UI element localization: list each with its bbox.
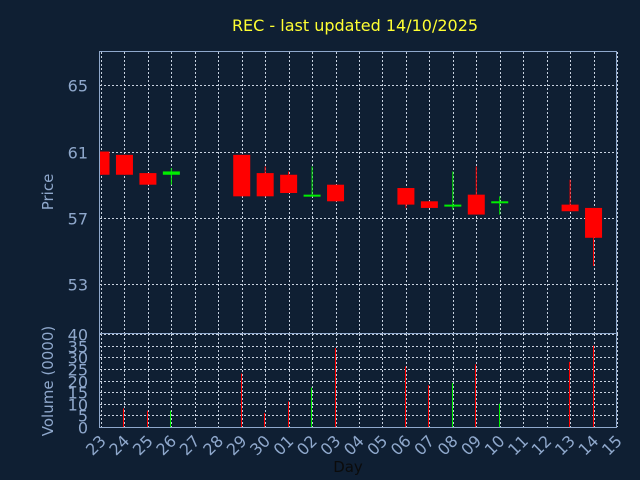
candle-30 (256, 166, 274, 197)
candle-body (100, 151, 110, 175)
volume-tick-label: 40 (68, 326, 88, 345)
candle-body (420, 201, 438, 208)
price-tick-label: 57 (68, 210, 88, 229)
candle-07 (420, 201, 438, 208)
candle-06 (397, 188, 415, 208)
volume-tick-label: 25 (68, 361, 88, 380)
candle-body (397, 188, 415, 205)
candle-body (233, 154, 251, 197)
candle-body (139, 173, 157, 185)
candle-26 (162, 168, 180, 185)
price-axis-label: Price (39, 174, 57, 211)
candle-body (256, 173, 274, 197)
candles (100, 151, 603, 266)
volume-tick-label: 0 (78, 419, 88, 438)
candle-body (444, 204, 462, 207)
volume-tick-label: 35 (68, 338, 88, 357)
price-tick-label: 53 (68, 276, 88, 295)
x-ticks: 2324252627282930010203040506070809101112… (82, 431, 626, 459)
chart-title: REC - last updated 14/10/2025 (232, 16, 478, 35)
candle-02 (303, 166, 321, 197)
price-tick-label: 65 (68, 77, 88, 96)
volume-axis-label: Volume (0000) (39, 326, 57, 436)
candle-13 (561, 179, 579, 212)
candle-body (491, 201, 509, 204)
candle-09 (467, 166, 485, 215)
volume-tick-label: 30 (68, 349, 88, 368)
candle-body (585, 207, 603, 238)
candle-body (467, 194, 485, 215)
candle-25 (139, 173, 157, 185)
volume-tick-label: 5 (78, 407, 88, 426)
candle-29 (233, 154, 251, 197)
candle-10 (491, 196, 509, 215)
candle-body (561, 204, 579, 212)
candle-body (280, 174, 298, 193)
candle-14 (585, 207, 603, 266)
candle-body (327, 184, 345, 202)
candle-08 (444, 171, 462, 210)
volume-panel-frame (99, 333, 617, 428)
price-ticks: 53 57 61 65 (68, 77, 88, 295)
candle-body (162, 171, 180, 175)
candle-03 (327, 184, 345, 202)
x-axis-label: Day (333, 458, 363, 476)
volume-tick-label: 10 (68, 396, 88, 415)
candle-body (303, 194, 321, 197)
candle-23 (100, 151, 110, 175)
candle-24 (115, 154, 133, 175)
volume-tick-label: 15 (68, 384, 88, 403)
candle-body (115, 154, 133, 175)
volume-bars (123, 345, 594, 427)
price-tick-label: 61 (68, 144, 88, 163)
candle-01 (280, 171, 298, 193)
volume-tick-label: 20 (68, 373, 88, 392)
